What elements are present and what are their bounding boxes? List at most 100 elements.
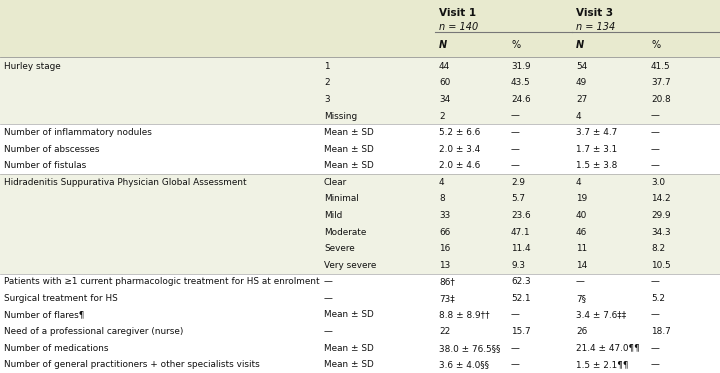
Text: Minimal: Minimal [324, 194, 359, 203]
Bar [0, 340, 720, 357]
Text: Number of fistulas: Number of fistulas [4, 161, 86, 170]
Text: 49: 49 [576, 78, 588, 87]
Bar [0, 307, 720, 323]
Text: Number of general practitioners + other specialists visits: Number of general practitioners + other … [4, 360, 260, 369]
Text: 15.7: 15.7 [511, 327, 531, 336]
Text: —: — [651, 112, 660, 120]
Text: Missing: Missing [324, 112, 357, 120]
Text: 9.3: 9.3 [511, 261, 525, 270]
Bar [0, 174, 720, 191]
Text: —: — [651, 310, 660, 319]
Text: 38.0 ± 76.5§§: 38.0 ± 76.5§§ [439, 344, 500, 352]
Text: —: — [651, 145, 660, 154]
Text: Mean ± SD: Mean ± SD [324, 360, 374, 369]
Text: 62.3: 62.3 [511, 277, 531, 286]
Text: 2.0 ± 4.6: 2.0 ± 4.6 [439, 161, 480, 170]
Text: 4: 4 [439, 178, 445, 187]
Text: 16: 16 [439, 244, 450, 253]
Text: 3: 3 [324, 95, 330, 104]
Text: 27: 27 [576, 95, 588, 104]
Bar [0, 141, 720, 157]
Text: 13: 13 [439, 261, 450, 270]
Bar [0, 224, 720, 240]
Text: N: N [576, 40, 584, 50]
Text: Moderate: Moderate [324, 228, 366, 236]
Text: 47.1: 47.1 [511, 228, 531, 236]
Text: Number of inflammatory nodules: Number of inflammatory nodules [4, 128, 152, 137]
Text: —: — [511, 161, 520, 170]
Text: 41.5: 41.5 [651, 62, 670, 71]
Text: %: % [511, 40, 520, 50]
Text: 5.2 ± 6.6: 5.2 ± 6.6 [439, 128, 480, 137]
Text: n = 140: n = 140 [439, 22, 478, 32]
Text: —: — [651, 360, 660, 369]
Text: 66: 66 [439, 228, 450, 236]
Text: 1.5 ± 3.8: 1.5 ± 3.8 [576, 161, 617, 170]
Text: Clear: Clear [324, 178, 347, 187]
Text: Number of medications: Number of medications [4, 344, 109, 352]
Text: Mild: Mild [324, 211, 342, 220]
Text: 10.5: 10.5 [651, 261, 670, 270]
Text: —: — [324, 277, 333, 286]
Text: 21.4 ± 47.0¶¶: 21.4 ± 47.0¶¶ [576, 344, 640, 352]
Bar [0, 273, 720, 290]
Text: Number of abscesses: Number of abscesses [4, 145, 99, 154]
Text: 7§: 7§ [576, 294, 586, 303]
Bar [0, 58, 720, 75]
Text: Mean ± SD: Mean ± SD [324, 161, 374, 170]
Text: 2.0 ± 3.4: 2.0 ± 3.4 [439, 145, 480, 154]
Text: Severe: Severe [324, 244, 355, 253]
Text: 4: 4 [576, 112, 582, 120]
Text: Surgical treatment for HS: Surgical treatment for HS [4, 294, 118, 303]
Text: 1.7 ± 3.1: 1.7 ± 3.1 [576, 145, 617, 154]
Text: 18.7: 18.7 [651, 327, 671, 336]
Text: 8.8 ± 8.9††: 8.8 ± 8.9†† [439, 310, 490, 319]
Text: —: — [324, 327, 333, 336]
Text: —: — [651, 161, 660, 170]
Text: 73‡: 73‡ [439, 294, 455, 303]
Text: 1: 1 [324, 62, 330, 71]
Text: Need of a professional caregiver (nurse): Need of a professional caregiver (nurse) [4, 327, 184, 336]
Text: —: — [511, 112, 520, 120]
Text: 54: 54 [576, 62, 588, 71]
Text: n = 134: n = 134 [576, 22, 616, 32]
Text: —: — [511, 310, 520, 319]
Text: 11.4: 11.4 [511, 244, 531, 253]
Text: —: — [511, 360, 520, 369]
Bar [0, 207, 720, 224]
Text: 3.6 ± 4.0§§: 3.6 ± 4.0§§ [439, 360, 489, 369]
Text: 11: 11 [576, 244, 588, 253]
Text: 8.2: 8.2 [651, 244, 665, 253]
Text: Mean ± SD: Mean ± SD [324, 310, 374, 319]
Text: 46: 46 [576, 228, 588, 236]
Text: Visit 1: Visit 1 [439, 8, 476, 18]
Bar [0, 157, 720, 174]
Bar [0, 124, 720, 141]
Text: Mean ± SD: Mean ± SD [324, 128, 374, 137]
Text: 43.5: 43.5 [511, 78, 531, 87]
Bar [0, 191, 720, 207]
Text: —: — [651, 128, 660, 137]
Bar [0, 257, 720, 273]
Text: 34.3: 34.3 [651, 228, 670, 236]
Text: 33: 33 [439, 211, 450, 220]
Text: Hurley stage: Hurley stage [4, 62, 60, 71]
Text: 19: 19 [576, 194, 588, 203]
Text: 44: 44 [439, 62, 450, 71]
Bar [0, 108, 720, 124]
Text: 23.6: 23.6 [511, 211, 531, 220]
Text: 52.1: 52.1 [511, 294, 531, 303]
Text: 3.0: 3.0 [651, 178, 665, 187]
Text: 2.9: 2.9 [511, 178, 525, 187]
Text: N: N [439, 40, 447, 50]
Bar [0, 75, 720, 91]
Text: 2: 2 [324, 78, 330, 87]
Text: 4: 4 [576, 178, 582, 187]
Text: —: — [511, 344, 520, 352]
Text: Mean ± SD: Mean ± SD [324, 145, 374, 154]
Text: Hidradenitis Suppurativa Physician Global Assessment: Hidradenitis Suppurativa Physician Globa… [4, 178, 247, 187]
Text: —: — [651, 277, 660, 286]
Text: 3.4 ± 7.6‡‡: 3.4 ± 7.6‡‡ [576, 310, 626, 319]
Text: Patients with ≥1 current pharmacologic treatment for HS at enrolment: Patients with ≥1 current pharmacologic t… [4, 277, 320, 286]
Text: Number of flares¶: Number of flares¶ [4, 310, 84, 319]
